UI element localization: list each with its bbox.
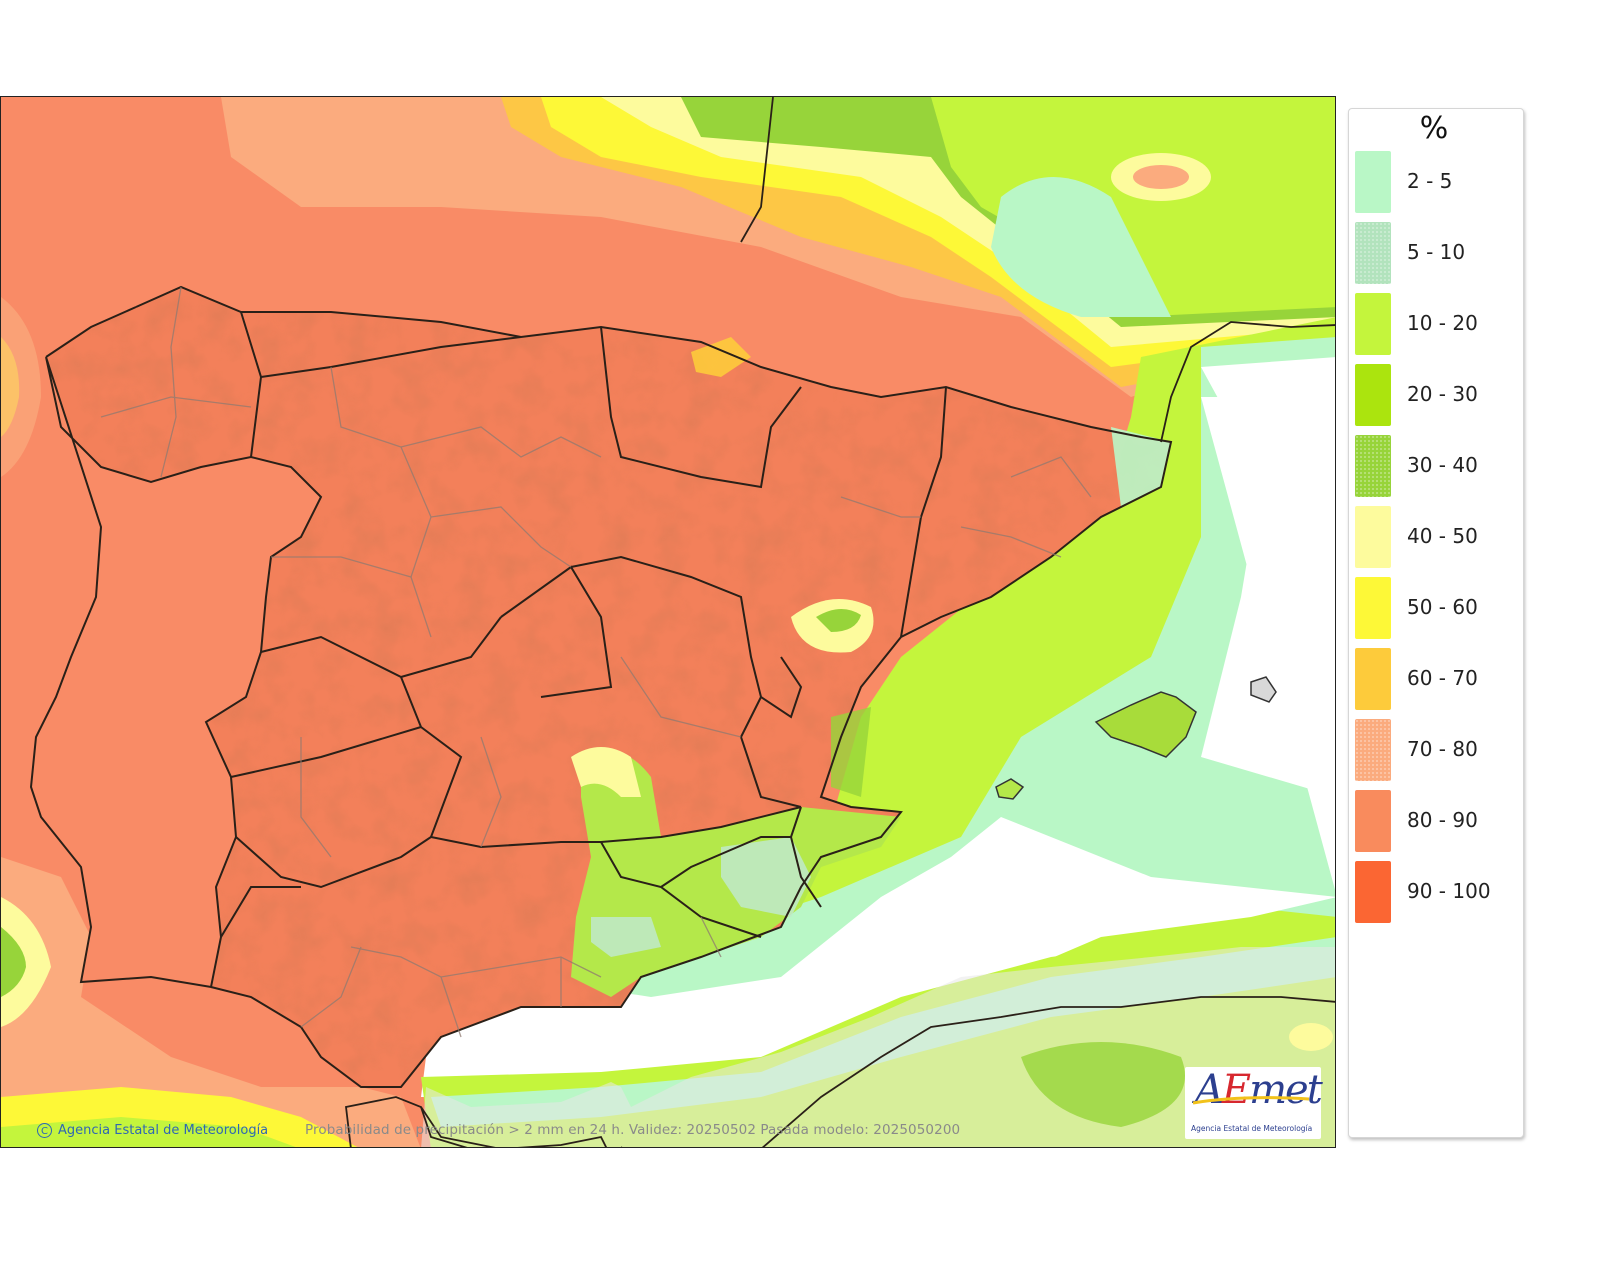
land-portugal (31, 357, 321, 987)
logo-wordmark: AEmet (1195, 1067, 1323, 1113)
zone-2-5-med (601, 337, 1335, 1057)
zone-40-60-edge (571, 747, 641, 797)
legend-label: 30 - 40 (1407, 453, 1478, 477)
legend-swatch (1355, 435, 1391, 497)
zone-70-80-nw (1, 297, 41, 477)
legend-label: 20 - 30 (1407, 382, 1478, 406)
province-borders (100, 286, 1092, 1038)
legend-swatch (1355, 861, 1391, 923)
legend-item: 10 - 20 (1355, 293, 1515, 355)
aemet-logo: AEmet Agencia Estatal de Meteorología (1185, 1067, 1323, 1139)
legend-item: 20 - 30 (1355, 364, 1515, 426)
credit-text: Agencia Estatal de Meteorología (58, 1123, 269, 1138)
map-canvas (1, 97, 1335, 1147)
legend-item: 30 - 40 (1355, 435, 1515, 497)
copyright-credit: C Agencia Estatal de Meteorología (37, 1123, 268, 1138)
legend-label: 90 - 100 (1407, 879, 1491, 903)
zone-green-teruel (816, 608, 861, 632)
legend-item: 50 - 60 (1355, 577, 1515, 639)
legend-item: 5 - 10 (1355, 222, 1515, 284)
legend-label: 40 - 50 (1407, 524, 1478, 548)
legend-item: 80 - 90 (1355, 790, 1515, 852)
legend-label: 70 - 80 (1407, 737, 1478, 761)
legend-unit: % (1419, 111, 1449, 146)
zone-30-40-africa (1021, 1042, 1185, 1127)
foreign-coastlines (345, 97, 1335, 1147)
zone-navarra-yellow (691, 337, 751, 377)
legend-label: 10 - 20 (1407, 311, 1478, 335)
legend-swatch (1355, 151, 1391, 213)
legend-label: 60 - 70 (1407, 666, 1478, 690)
legend-label: 2 - 5 (1407, 169, 1453, 193)
legend-swatch (1355, 293, 1391, 355)
island-mallorca (1094, 691, 1197, 758)
legend-swatch (1355, 222, 1391, 284)
legend-swatch (1355, 648, 1391, 710)
precipitation-probability-map[interactable]: C Agencia Estatal de Meteorología Probabi… (0, 96, 1336, 1148)
legend-swatch (1355, 719, 1391, 781)
zone-2-5-granada (591, 917, 661, 957)
legend-label: 50 - 60 (1407, 595, 1478, 619)
logo-tagline: Agencia Estatal de Meteorología (1191, 1124, 1313, 1133)
zone-40-50-west (1, 897, 51, 1027)
legend-item: 70 - 80 (1355, 719, 1515, 781)
zone-valencia-green (831, 707, 871, 797)
zone-10-20-sw (1, 1117, 296, 1147)
logo-swoosh-icon (1192, 1096, 1310, 1105)
zone-none-med-2 (1201, 357, 1335, 797)
zone-2-5-france (991, 177, 1171, 317)
zone-10-20-north (931, 97, 1335, 317)
legend-swatch (1355, 577, 1391, 639)
map-caption: Probabilidad de precipitación > 2 mm en … (305, 1122, 961, 1138)
legend-swatch (1355, 790, 1391, 852)
legend-panel: % 2 - 5 5 - 10 10 - 20 20 - 30 30 - 40 40 - 5… (1348, 108, 1524, 1138)
copyright-icon: C (37, 1123, 52, 1138)
legend-swatch (1355, 506, 1391, 568)
legend-item: 60 - 70 (1355, 648, 1515, 710)
zone-2-5-murcia (721, 837, 811, 917)
zone-catalonia-coast (1111, 427, 1171, 507)
legend-label: 5 - 10 (1407, 240, 1466, 264)
legend-item: 2 - 5 (1355, 151, 1515, 213)
legend-swatch (1355, 364, 1391, 426)
island-menorca (1250, 676, 1277, 703)
zone-70-80-sw (1, 857, 421, 1147)
legend-label: 80 - 90 (1407, 808, 1478, 832)
legend-item: 90 - 100 (1355, 861, 1515, 923)
zone-30-40-west (1, 927, 26, 997)
island-ibiza (995, 778, 1025, 800)
zone-none-med (421, 397, 1335, 1097)
legend-item: 40 - 50 (1355, 506, 1515, 568)
